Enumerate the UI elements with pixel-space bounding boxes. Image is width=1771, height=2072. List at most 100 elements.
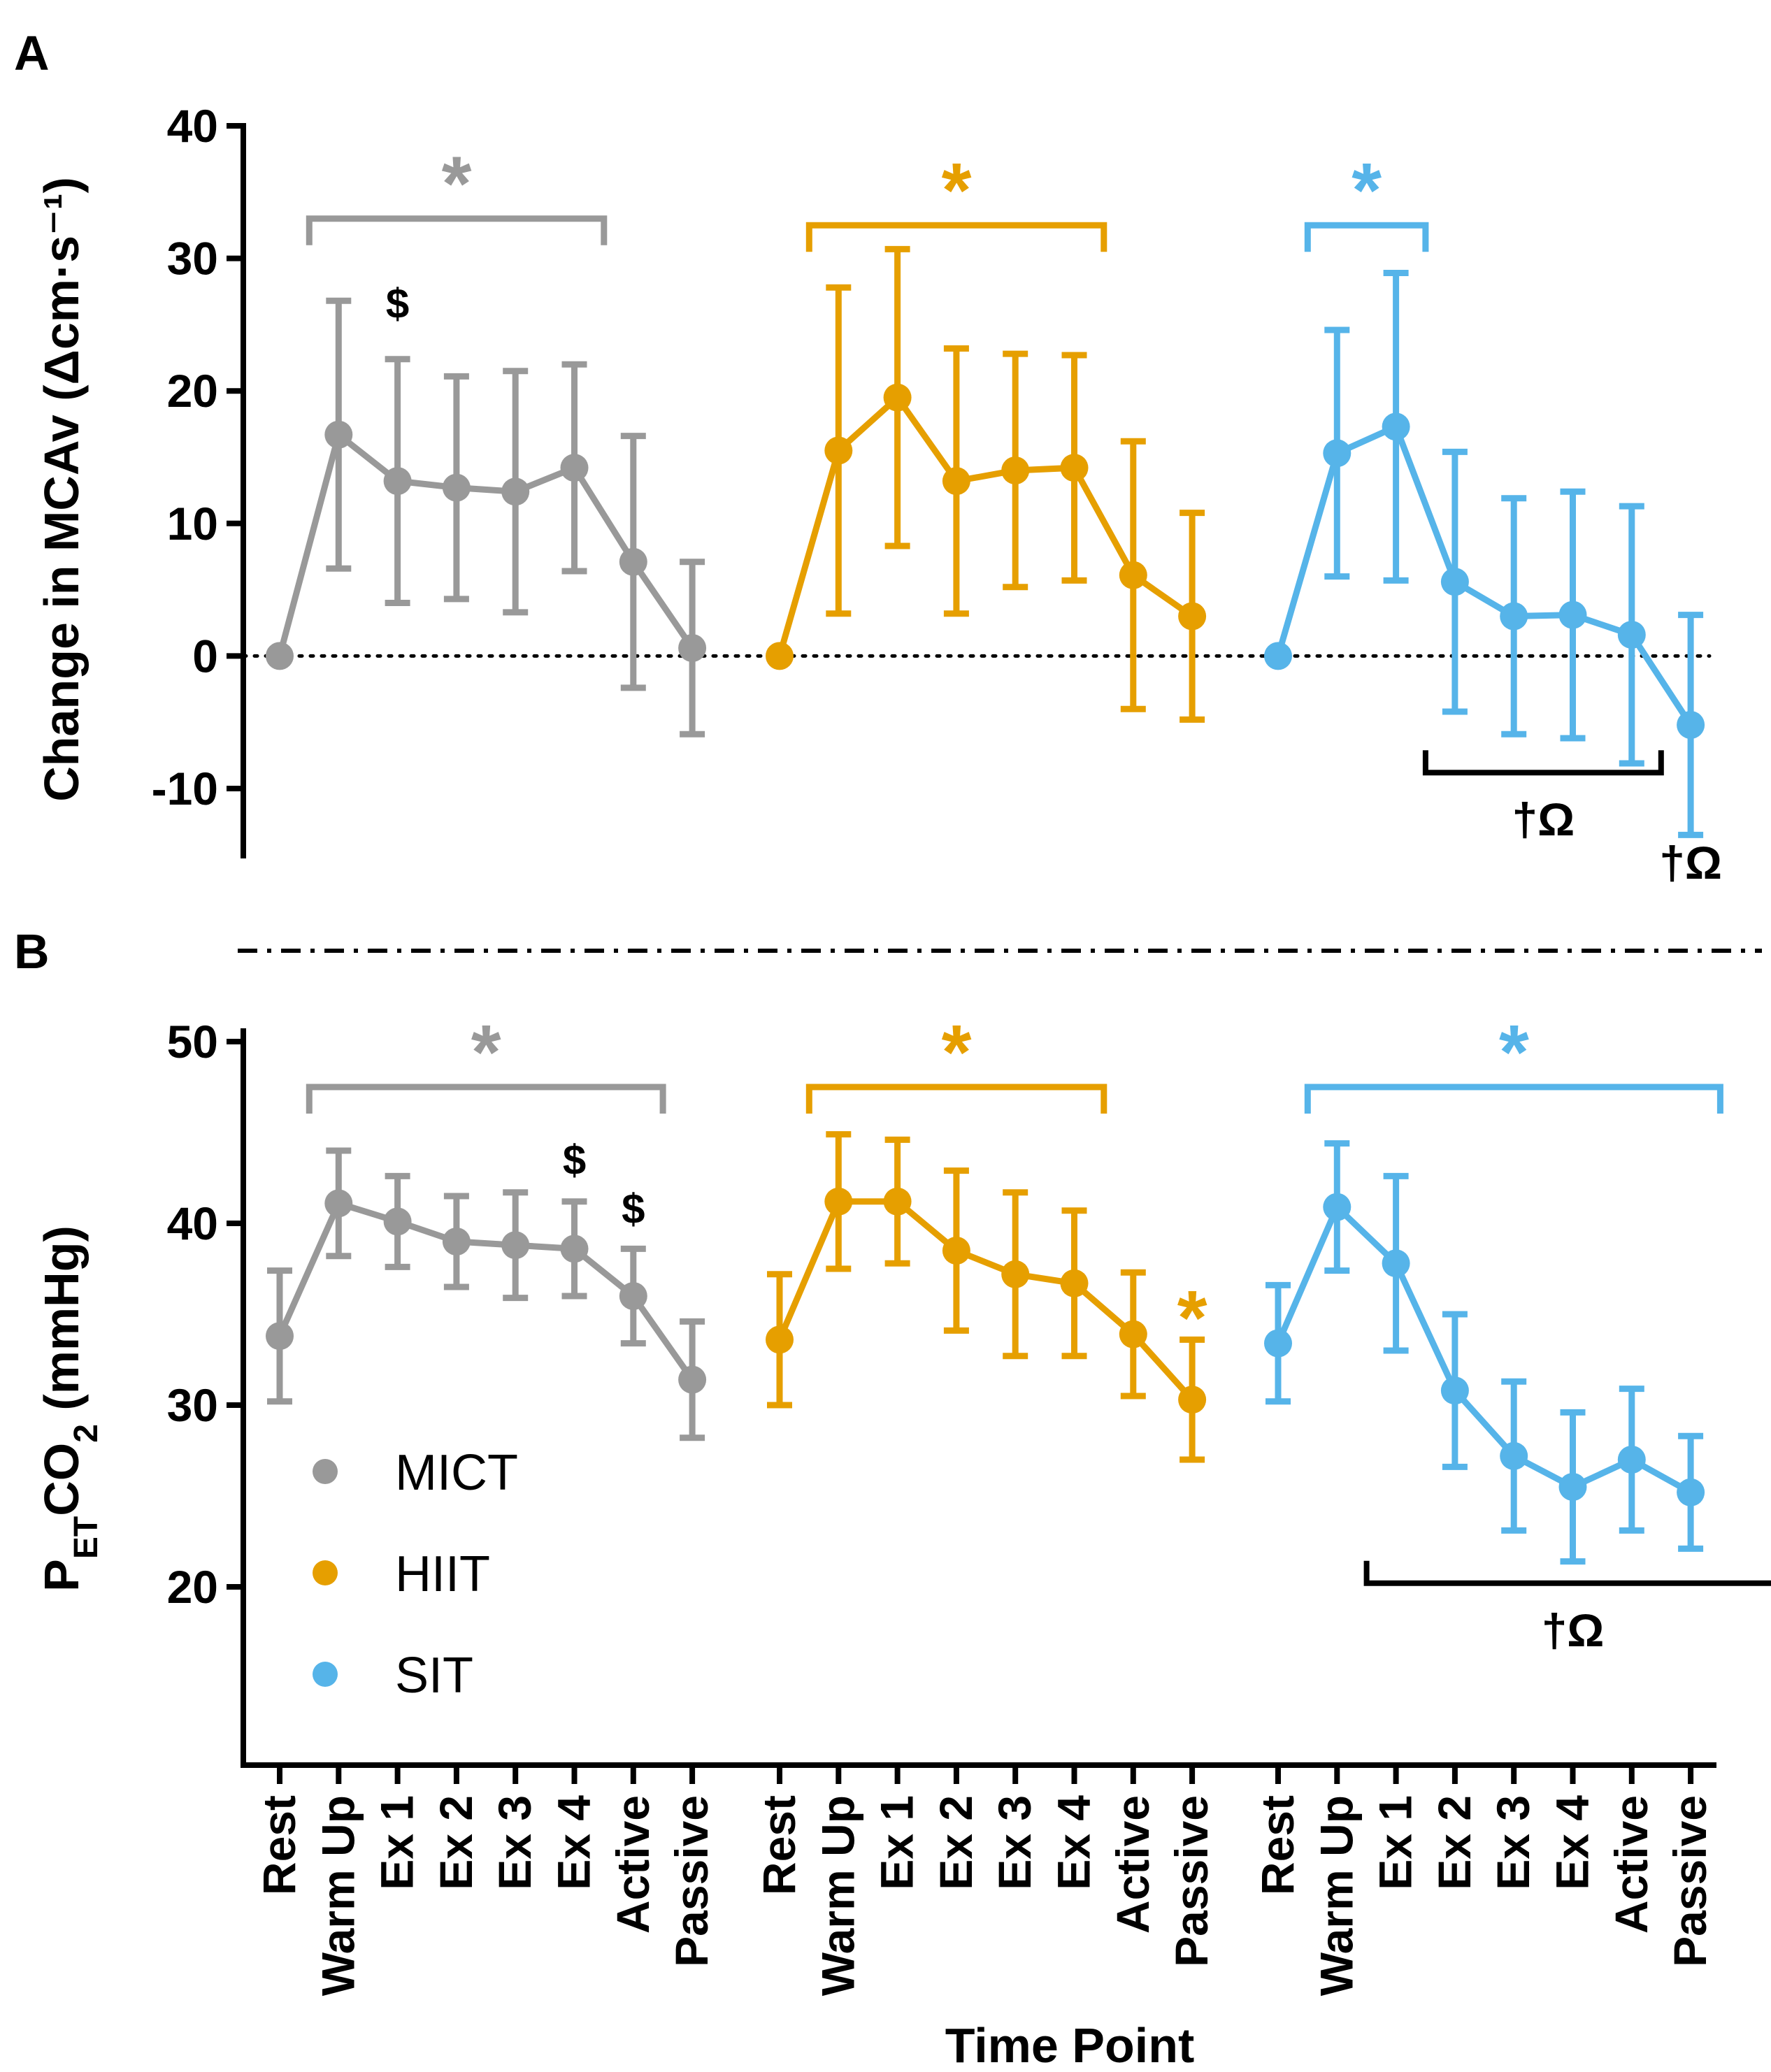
significance-bracket xyxy=(805,222,1107,252)
significance-bracket xyxy=(805,1084,1107,1114)
data-point xyxy=(824,1187,853,1216)
x-tick-label: Active xyxy=(607,1795,659,1934)
data-point xyxy=(1440,568,1469,596)
data-point xyxy=(383,467,412,496)
series-sit xyxy=(1264,269,1705,838)
panel-b-y-title: PETCO2 (mmHg) xyxy=(34,1225,105,1592)
data-point xyxy=(1323,1193,1351,1221)
data-point xyxy=(619,1282,647,1310)
x-tick-label: Ex 2 xyxy=(930,1795,982,1890)
data-point xyxy=(678,1365,707,1394)
x-tick-label: Ex 3 xyxy=(989,1795,1040,1890)
data-point xyxy=(1001,1260,1030,1288)
dagger-omega-label: †Ω xyxy=(1659,837,1722,888)
data-point xyxy=(1323,439,1351,468)
data-point xyxy=(383,1207,412,1236)
x-tick-label: Ex 2 xyxy=(430,1795,482,1890)
data-point xyxy=(1440,1376,1469,1405)
x-tick-label: Rest xyxy=(1252,1795,1303,1895)
significance-bracket xyxy=(306,1084,666,1114)
data-point xyxy=(1382,1249,1410,1278)
data-point xyxy=(1060,454,1089,482)
significance-star: * xyxy=(1351,148,1382,233)
data-point xyxy=(619,547,647,576)
data-point xyxy=(1558,600,1587,629)
x-tick-label: Ex 1 xyxy=(371,1795,423,1890)
x-tick-label: Ex 3 xyxy=(1487,1795,1539,1890)
data-point xyxy=(766,642,794,670)
y-tick-label: 40 xyxy=(167,100,218,152)
data-point xyxy=(442,473,471,502)
dollar-label: $ xyxy=(386,280,409,327)
data-point xyxy=(1119,561,1147,589)
y-tick-label: 20 xyxy=(167,1561,218,1613)
x-tick-label: Active xyxy=(1605,1795,1657,1934)
legend-label-hiit: HIIT xyxy=(395,1546,490,1602)
panel-a-letter: A xyxy=(14,26,50,80)
panel-a: A Change in MCAv (Δcm·s⁻¹) -10 0 10 20 30 40 *… xyxy=(14,26,1722,888)
y-tick-label: 20 xyxy=(167,365,218,417)
data-point xyxy=(266,642,294,670)
data-point xyxy=(1558,1473,1587,1501)
x-axis-title: Time Point xyxy=(945,2018,1195,2072)
data-point xyxy=(1119,1320,1147,1348)
data-point xyxy=(501,477,530,506)
legend-label-mict: MICT xyxy=(395,1445,518,1501)
data-point xyxy=(766,1325,794,1354)
series-hiit xyxy=(766,1131,1207,1463)
data-point xyxy=(1178,602,1207,631)
x-tick-label: Ex 1 xyxy=(871,1795,923,1890)
dagger-bracket xyxy=(1363,1560,1771,1586)
data-point xyxy=(1264,642,1292,670)
data-point xyxy=(1500,602,1528,631)
data-point xyxy=(501,1231,530,1260)
y-tick-label: 50 xyxy=(167,1016,218,1067)
data-point xyxy=(1677,1478,1705,1506)
data-point xyxy=(1617,621,1646,649)
significance-star: * xyxy=(471,1009,501,1095)
x-tick-label: Ex 3 xyxy=(489,1795,540,1890)
data-point xyxy=(1264,1329,1292,1358)
data-point xyxy=(560,454,589,482)
significance-star: * xyxy=(442,141,472,227)
x-tick-label: Ex 4 xyxy=(1048,1795,1100,1890)
x-tick-label: Rest xyxy=(753,1795,805,1895)
x-tick-label: Warm Up xyxy=(812,1795,863,1996)
legend-marker-hiit xyxy=(313,1560,338,1585)
significance-bracket xyxy=(306,215,608,245)
x-tick-label: Ex 2 xyxy=(1428,1795,1480,1890)
x-tick-label: Rest xyxy=(253,1795,305,1895)
x-axis-categories: Rest Warm Up Ex 1 Ex 2 Ex 3 Ex 4 Active Passive… xyxy=(253,1765,1716,1996)
data-point xyxy=(1060,1269,1089,1297)
legend-label-sit: SIT xyxy=(395,1648,473,1704)
legend: MICT HIIT SIT xyxy=(313,1445,518,1704)
data-point xyxy=(560,1235,589,1263)
series-mict xyxy=(266,1147,707,1441)
x-tick-label: Warm Up xyxy=(1310,1795,1362,1996)
data-point xyxy=(1178,1386,1207,1414)
series-mict xyxy=(266,297,707,738)
y-tick-label: 40 xyxy=(167,1197,218,1249)
x-tick-label: Ex 4 xyxy=(548,1795,600,1890)
x-tick-label: Passive xyxy=(1664,1795,1716,1967)
data-point xyxy=(942,1237,970,1265)
data-point xyxy=(1677,710,1705,739)
panel-b-letter: B xyxy=(14,924,50,979)
data-point xyxy=(678,634,707,663)
dollar-label: $ xyxy=(622,1186,645,1232)
significance-star: * xyxy=(1499,1009,1529,1095)
y-tick-label: 0 xyxy=(192,630,218,682)
x-tick-label: Warm Up xyxy=(312,1795,364,1996)
series-hiit xyxy=(766,245,1207,723)
dagger-bracket xyxy=(1422,750,1664,776)
y-tick-label: -10 xyxy=(152,763,218,814)
legend-marker-sit xyxy=(313,1662,338,1687)
data-point xyxy=(824,436,853,465)
data-point xyxy=(883,383,912,412)
y-tick-label: 30 xyxy=(167,233,218,285)
x-tick-label: Passive xyxy=(1166,1795,1217,1967)
x-tick-label: Ex 4 xyxy=(1547,1795,1598,1890)
significance-bracket xyxy=(1304,1084,1723,1114)
series-sit xyxy=(1264,1140,1705,1565)
data-point xyxy=(266,1322,294,1351)
